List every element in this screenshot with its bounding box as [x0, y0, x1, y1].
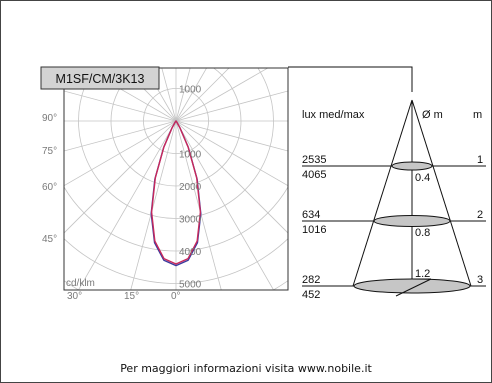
grid-spoke — [64, 120, 177, 187]
cone-rows: 2535 4065 1 0.4 634 1016 2 0.8 282 452 3 1.2 — [302, 154, 486, 301]
intensity-curve — [150, 120, 202, 265]
diameter-value: 0.4 — [415, 172, 430, 184]
angle-label: 15° — [124, 291, 139, 302]
light-spot — [391, 161, 433, 171]
radial-labels: 1000 2000 3000 4000 5000 1000 — [179, 85, 202, 291]
light-spot — [373, 215, 451, 227]
lux-max: 1016 — [302, 224, 326, 236]
distance-value: 3 — [477, 274, 483, 286]
lux-med: 634 — [302, 209, 320, 221]
angle-label: 0° — [171, 291, 181, 302]
cone-row: 634 1016 2 0.8 — [302, 209, 486, 239]
grid-spoke — [122, 68, 177, 122]
diameter-marker — [395, 278, 432, 297]
grid-spoke — [175, 68, 230, 122]
polar-grid — [64, 68, 288, 290]
grid-spoke — [175, 68, 191, 122]
grid-spoke — [130, 120, 177, 290]
product-code: M1SF/CM/3K13 — [56, 72, 145, 86]
grid-spoke — [64, 120, 177, 152]
diameter-value: 0.8 — [415, 227, 430, 239]
lux-header: lux med/max — [302, 109, 365, 121]
radial-tick-label: 5000 — [179, 280, 202, 291]
lux-max: 452 — [302, 289, 320, 301]
lux-med: 2535 — [302, 154, 326, 166]
grid-spoke — [175, 120, 288, 234]
radial-tick-label: 1000 — [179, 150, 202, 161]
grid-spoke — [175, 120, 288, 152]
radial-tick-label-upper: 1000 — [179, 85, 202, 96]
illuminance-cone: lux med/max Ø m m 2535 4065 1 0.4 634 1016 2 0.… — [302, 99, 486, 301]
grid-spoke — [175, 120, 288, 187]
product-code-box — [40, 66, 160, 90]
lux-max: 4065 — [302, 169, 326, 181]
angle-label: 90° — [42, 113, 57, 124]
angle-label: 45° — [42, 234, 57, 245]
angle-label: 30° — [67, 291, 82, 302]
angle-labels: 90° 75° 60° 45° 30° 15° 0° — [42, 113, 181, 302]
radial-tick-label: 3000 — [179, 215, 202, 226]
diameter-header: Ø m — [422, 109, 443, 121]
polar-curves — [150, 120, 202, 267]
diameter-value: 1.2 — [415, 268, 430, 280]
cone-left-edge — [352, 99, 413, 287]
grid-spoke — [175, 68, 269, 122]
distance-header: m — [473, 109, 482, 121]
cone-row: 2535 4065 1 0.4 — [302, 154, 486, 184]
grid-spoke — [64, 120, 177, 234]
grid-spoke — [175, 90, 288, 122]
connector-line — [288, 66, 413, 92]
grid-spoke — [175, 120, 275, 290]
radial-tick-label: 4000 — [179, 247, 202, 258]
grid-spoke — [64, 90, 177, 122]
grid-spoke — [83, 68, 177, 122]
grid-spoke — [175, 68, 208, 122]
polar-diagram: 1000 2000 3000 4000 5000 1000 90° 75° 60° 45° 30°… — [42, 67, 289, 302]
grid-spoke — [77, 120, 177, 290]
distance-value: 2 — [477, 209, 483, 221]
lux-med: 282 — [302, 274, 320, 286]
light-spot — [353, 278, 471, 294]
grid-spoke — [175, 120, 222, 290]
cone-right-edge — [411, 99, 472, 287]
footer-text: Per maggiori informazioni visita www.nob… — [120, 362, 372, 375]
angle-label: 75° — [42, 146, 57, 157]
grid-spoke — [161, 68, 177, 122]
cone-row: 282 452 3 1.2 — [302, 268, 486, 301]
unit-label: cd/klm — [66, 278, 95, 289]
polar-frame — [63, 67, 289, 291]
radial-tick-label: 2000 — [179, 182, 202, 193]
angle-label: 60° — [42, 182, 57, 193]
distance-value: 1 — [477, 154, 483, 166]
